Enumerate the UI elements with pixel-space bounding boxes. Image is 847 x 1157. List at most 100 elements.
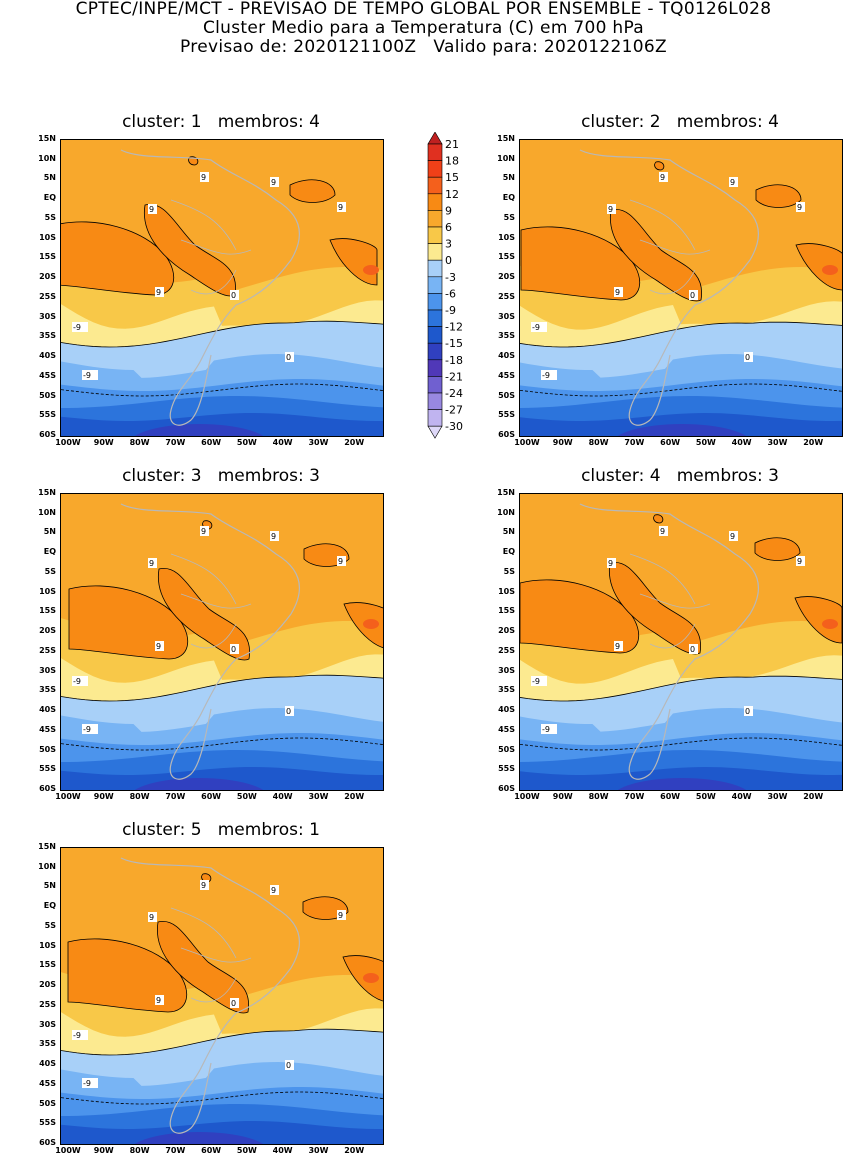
- lat-tick-label: 5S: [503, 566, 515, 576]
- svg-text:9: 9: [149, 205, 154, 214]
- colorbar-swatch: [427, 376, 443, 394]
- colorbar-level-label: -24: [445, 387, 463, 400]
- colorbar-level-label: 15: [445, 171, 459, 184]
- svg-text:9: 9: [338, 911, 343, 920]
- lon-tick-label: 100W: [55, 438, 81, 447]
- lon-tick-label: 90W: [552, 438, 573, 447]
- colorbar-level-label: 6: [445, 221, 452, 234]
- lat-tick-label: 25S: [39, 645, 56, 655]
- band-minus15-minus12: [61, 767, 383, 790]
- lon-tick-label: 20W: [344, 1146, 365, 1155]
- lat-tick-label: 45S: [39, 370, 56, 380]
- coastline: [120, 149, 300, 426]
- lon-tick-label: 60W: [201, 792, 222, 801]
- lon-tick-label: 80W: [129, 438, 150, 447]
- warm-region-9-12: [755, 184, 802, 208]
- lon-tick-label: 20W: [803, 438, 824, 447]
- contour-label: 9: [729, 531, 738, 541]
- svg-text:9: 9: [201, 173, 206, 182]
- colorbar-swatch: [427, 409, 443, 427]
- contour-minus9: [61, 737, 383, 751]
- panel-title: cluster: 5 membros: 1: [122, 820, 320, 840]
- lat-tick-label: 45S: [39, 1078, 56, 1088]
- lat-tick-label: 35S: [39, 685, 56, 695]
- contour-label: 0: [744, 706, 753, 716]
- contour-label: -9: [82, 370, 98, 380]
- lat-tick-label: 10N: [38, 861, 56, 871]
- lat-tick-label: 50S: [39, 1098, 56, 1108]
- lat-tick-label: 5N: [502, 173, 515, 183]
- colorbar-swatch: [427, 193, 443, 211]
- contour-label: -9: [541, 370, 557, 380]
- svg-text:0: 0: [231, 999, 236, 1008]
- lat-tick-label: 60S: [498, 430, 515, 439]
- figure-title: CPTEC/INPE/MCT - PREVISAO DE TEMPO GLOBA…: [0, 0, 847, 57]
- colorbar-swatch: [427, 342, 443, 361]
- title-line-3: Previsao de: 2020121100Z Valido para: 20…: [180, 37, 667, 57]
- contour-label: 9: [200, 526, 209, 536]
- country-borders: [170, 553, 252, 649]
- svg-text:-9: -9: [83, 725, 91, 734]
- contour-minus9: [520, 737, 842, 751]
- lon-tick-label: 50W: [236, 438, 257, 447]
- warm-region-9-12: [795, 243, 842, 291]
- warm-core-12-15: [363, 619, 379, 629]
- contour-label: 9: [337, 910, 346, 920]
- warm-region-9-12: [609, 208, 703, 302]
- lat-tick-label: 25S: [498, 645, 515, 655]
- lat-tick-label: 55S: [39, 410, 56, 420]
- warm-core-12-15: [363, 973, 379, 983]
- contour-label: -9: [531, 676, 547, 686]
- svg-text:9: 9: [730, 532, 735, 541]
- lat-tick-label: 20S: [498, 626, 515, 636]
- lon-tick-label: 70W: [624, 438, 645, 447]
- lat-tick-label: 15N: [38, 134, 56, 143]
- lon-tick-label: 100W: [55, 792, 81, 801]
- lon-tick-label: 40W: [272, 438, 293, 447]
- lat-tick-label: 50S: [498, 744, 515, 754]
- panel-title: cluster: 2 membros: 4: [581, 112, 779, 132]
- lon-tick-label: 30W: [308, 792, 329, 801]
- colorbar-level-label: -15: [445, 337, 463, 350]
- colorbar-level-label: -30: [445, 420, 463, 433]
- svg-text:9: 9: [149, 559, 154, 568]
- svg-text:-9: -9: [83, 371, 91, 380]
- warm-region-9-12: [156, 920, 250, 1014]
- colorbar-level-label: -6: [445, 287, 456, 300]
- temperature-map: 9 9 9 9 9 0 0 -9 -9: [519, 493, 843, 791]
- lon-tick-label: 80W: [129, 1146, 150, 1155]
- lat-tick-label: 20S: [498, 272, 515, 282]
- colorbar-level-label: -18: [445, 354, 463, 367]
- colorbar-level-label: 3: [445, 238, 452, 251]
- warm-region-9-12: [520, 226, 640, 301]
- contour-label: -9: [72, 322, 88, 332]
- lat-tick-label: 10N: [38, 507, 56, 517]
- panel-title: cluster: 3 membros: 3: [122, 466, 320, 486]
- lon-tick-label: 80W: [588, 438, 609, 447]
- lat-tick-label: 45S: [39, 724, 56, 734]
- country-borders: [629, 553, 711, 649]
- lat-tick-label: 5N: [43, 173, 56, 183]
- lon-tick-label: 60W: [201, 438, 222, 447]
- cold-core: [134, 424, 264, 436]
- lat-tick-label: 40S: [39, 705, 56, 715]
- country-borders: [170, 907, 252, 1003]
- cold-core: [134, 1132, 264, 1144]
- lat-tick-label: EQ: [43, 193, 56, 203]
- lon-tick-label: 70W: [165, 438, 186, 447]
- coastline: [120, 857, 300, 1134]
- lat-tick-label: EQ: [43, 547, 56, 557]
- svg-text:9: 9: [156, 288, 161, 297]
- colorbar-level-label: 9: [445, 204, 452, 217]
- lon-tick-label: 70W: [165, 792, 186, 801]
- contour-0: [61, 320, 383, 348]
- title-line-2: Cluster Medio para a Temperatura (C) em …: [202, 18, 645, 38]
- colorbar-swatch: [427, 210, 443, 228]
- color-legend: 21 18 15 12 9 6 3 0 -3 -6 -9 -12 -15 -18 -21 -24 -27 -30: [424, 131, 494, 446]
- svg-text:-9: -9: [532, 323, 540, 332]
- lat-tick-label: EQ: [502, 547, 515, 557]
- lat-tick-label: 50S: [498, 390, 515, 400]
- lat-tick-label: 55S: [498, 410, 515, 420]
- contour-label: 9: [337, 202, 346, 212]
- warm-core-12-15: [363, 265, 379, 275]
